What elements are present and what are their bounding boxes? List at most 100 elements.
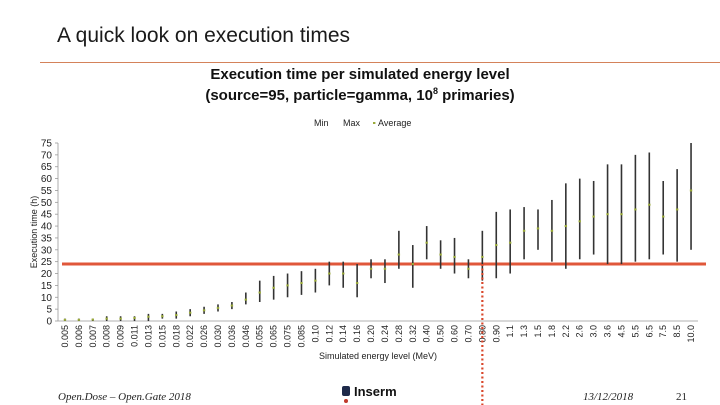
slide-title: A quick look on execution times (57, 24, 350, 47)
y-tick-label: 50 (41, 198, 53, 209)
average-point (147, 315, 150, 318)
x-tick-label: 0.008 (102, 325, 112, 348)
average-point (314, 279, 317, 282)
x-tick-label: 3.6 (603, 325, 613, 338)
chart-subtitle-exponent: 8 (432, 86, 438, 96)
y-tick-label: 0 (46, 317, 52, 328)
chart-subtitle-post: primaries) (437, 87, 515, 104)
x-tick-label: 1.8 (547, 325, 557, 338)
average-point (63, 318, 67, 321)
x-tick-label: 2.2 (561, 325, 571, 338)
average-point (300, 282, 303, 285)
average-point (689, 189, 693, 192)
average-point (439, 253, 442, 256)
x-tick-label: 4.5 (616, 325, 626, 338)
chart-subtitle: (source=95, particle=gamma, 108 primarie… (0, 86, 720, 104)
legend-label: Min (314, 118, 329, 128)
x-tick-label: 0.013 (143, 325, 153, 348)
x-tick-label: 0.50 (436, 325, 446, 343)
inserm-logo: Inserm (340, 383, 402, 405)
legend-label: Average (378, 118, 411, 128)
average-point (425, 241, 428, 244)
x-tick-label: 0.70 (463, 325, 473, 343)
x-tick-label: 0.075 (283, 325, 293, 348)
x-axis-label: Simulated energy level (MeV) (319, 351, 437, 361)
average-point (578, 220, 581, 223)
average-point (286, 284, 289, 287)
x-tick-label: 0.046 (241, 325, 251, 348)
average-point (119, 317, 122, 320)
y-tick-label: 20 (41, 269, 53, 280)
y-tick-label: 15 (41, 281, 53, 292)
x-tick-label: 6.5 (644, 325, 654, 338)
x-tick-label: 3.0 (589, 325, 599, 338)
legend-label: Max (343, 118, 361, 128)
average-point (481, 255, 484, 258)
average-point (258, 291, 261, 294)
average-point (397, 253, 401, 256)
average-point (188, 311, 192, 314)
x-tick-label: 0.007 (88, 325, 98, 348)
average-point (202, 309, 206, 312)
x-tick-label: 0.90 (491, 325, 501, 343)
y-tick-label: 30 (41, 245, 53, 256)
y-tick-label: 70 (41, 150, 53, 161)
footer-conference: Open.Dose – Open.Gate 2018 (58, 391, 191, 403)
average-point (495, 244, 498, 247)
average-point (105, 317, 108, 320)
average-point (91, 318, 94, 321)
y-tick-label: 55 (41, 186, 53, 197)
x-tick-label: 0.006 (74, 325, 84, 348)
x-tick-label: 5.5 (630, 325, 640, 338)
x-tick-label: 0.065 (269, 325, 279, 348)
inserm-logo-dot-icon (344, 399, 348, 403)
y-tick-label: 65 (41, 162, 53, 173)
x-tick-label: 1.1 (505, 325, 515, 338)
average-point (383, 267, 387, 270)
average-point (161, 315, 164, 318)
average-point (592, 215, 595, 218)
x-tick-label: 0.018 (171, 325, 181, 348)
average-point (244, 298, 248, 301)
y-tick-label: 5 (46, 305, 52, 316)
average-point (272, 286, 275, 289)
average-point (342, 272, 345, 275)
x-tick-label: 0.085 (296, 325, 306, 348)
average-point (662, 215, 665, 218)
x-tick-label: 0.011 (130, 325, 140, 347)
x-tick-label: 0.015 (157, 325, 167, 348)
x-tick-label: 1.3 (519, 325, 529, 338)
average-point (536, 227, 540, 230)
average-point (675, 208, 679, 211)
average-point (467, 267, 470, 270)
average-point (230, 304, 234, 307)
x-tick-label: 0.009 (116, 325, 126, 348)
x-tick-label: 8.5 (672, 325, 682, 338)
y-axis-label: Execution time (h) (29, 196, 39, 269)
chart-subtitle-pre: (source=95, particle=gamma, 10 (205, 87, 433, 104)
x-tick-label: 0.16 (352, 325, 362, 343)
chart-title: Execution time per simulated energy leve… (210, 66, 510, 83)
y-tick-label: 40 (41, 222, 53, 233)
average-point (620, 213, 623, 216)
x-tick-label: 0.24 (380, 325, 390, 343)
x-tick-label: 0.14 (338, 325, 348, 343)
title-divider (40, 62, 720, 63)
x-tick-label: 0.60 (450, 325, 460, 343)
footer-date: 13/12/2018 (583, 391, 634, 403)
x-tick-label: 0.026 (199, 325, 209, 348)
y-tick-label: 10 (41, 293, 53, 304)
x-tick-label: 0.036 (227, 325, 237, 348)
x-tick-label: 7.5 (658, 325, 668, 338)
average-point (77, 318, 81, 321)
x-tick-label: 0.030 (213, 325, 223, 348)
average-point (634, 208, 637, 211)
page-number: 21 (676, 391, 687, 403)
average-point (328, 272, 331, 275)
average-point (550, 229, 554, 232)
x-tick-label: 0.20 (366, 325, 376, 343)
x-tick-label: 0.32 (408, 325, 418, 343)
y-tick-label: 25 (41, 257, 53, 268)
inserm-logo-text: Inserm (354, 384, 397, 399)
